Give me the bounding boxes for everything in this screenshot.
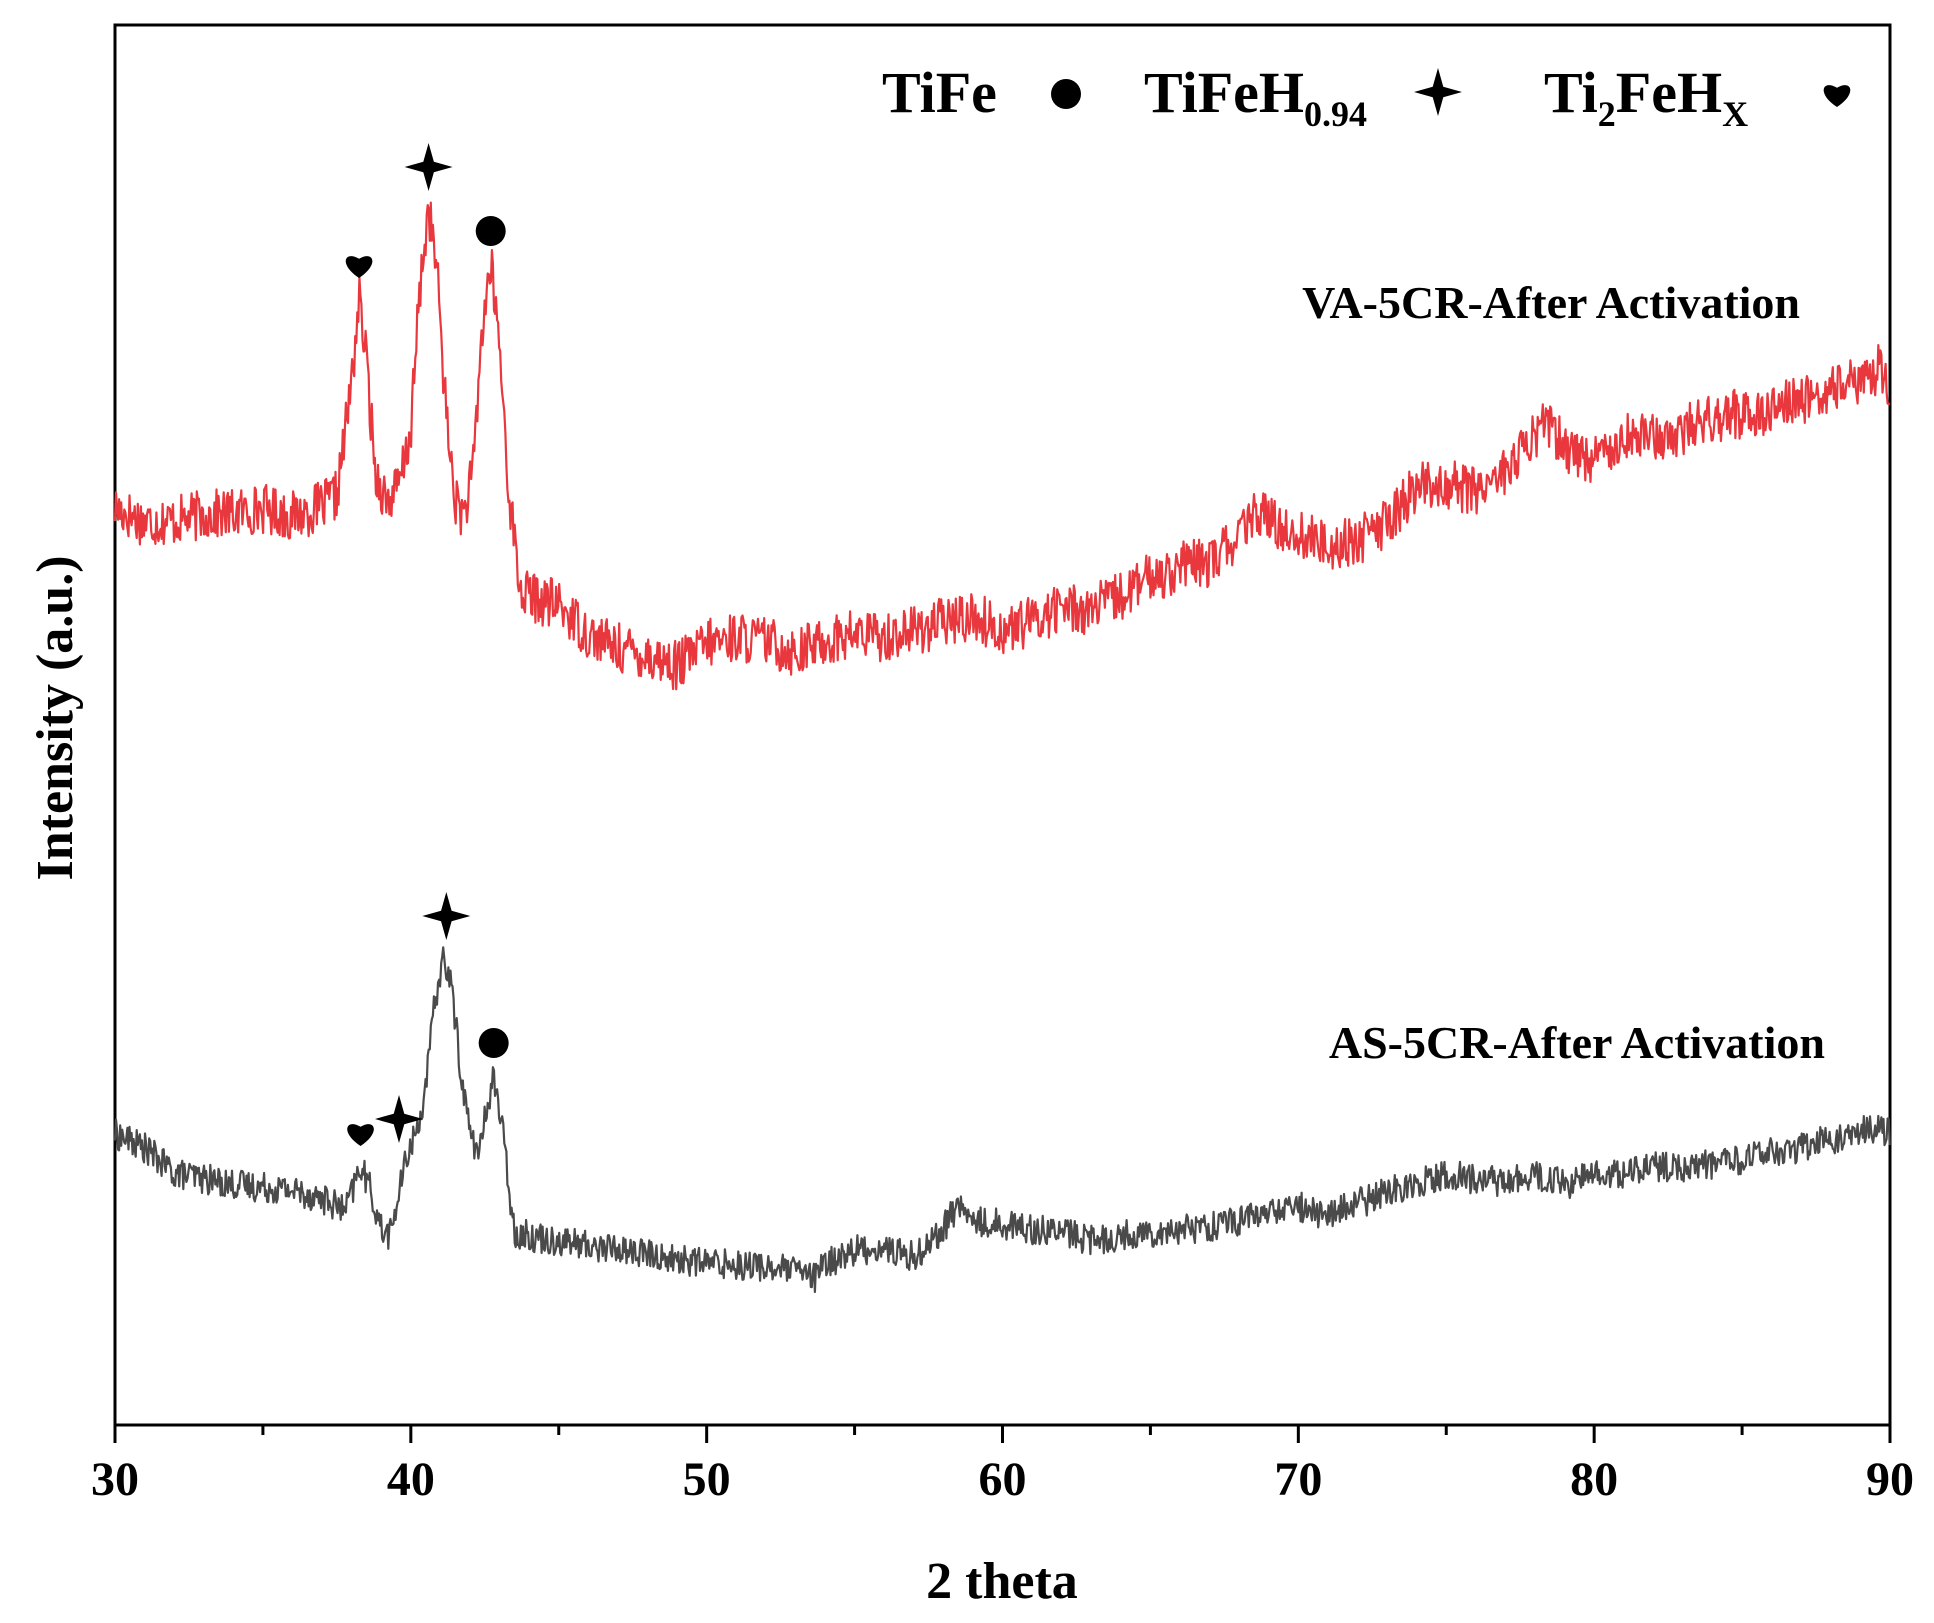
x-tick-label: 50 [683, 1453, 731, 1506]
circle-marker [1051, 79, 1081, 109]
legend: TiFe TiFeH0.94 Ti2FeHX [882, 60, 1851, 134]
star-marker [422, 892, 471, 940]
x-axis-ticks [113, 1425, 1892, 1443]
legend-circle-marker [1051, 79, 1081, 109]
circle-marker [475, 216, 506, 246]
series-label-va: VA-5CR-After Activation [1302, 277, 1800, 328]
x-tick-label: 90 [1866, 1453, 1914, 1506]
x-tick-label: 30 [91, 1453, 139, 1506]
series-layer [113, 201, 1891, 1294]
series-line-va [113, 201, 1891, 691]
heart-marker [347, 1124, 374, 1146]
x-tick-label: 60 [979, 1453, 1027, 1506]
circle-marker [478, 1028, 509, 1058]
legend-entry-tife: TiFe [882, 60, 997, 125]
legend-entry-tifeh094: TiFeH0.94 [1144, 60, 1367, 134]
heart-marker [345, 256, 373, 278]
x-tick-label: 80 [1570, 1453, 1618, 1506]
legend-entry-ti2fehx: Ti2FeHX [1544, 60, 1748, 134]
x-axis-title: 2 theta [926, 1553, 1078, 1610]
legend-star-marker [1414, 68, 1462, 116]
x-tick-label: 40 [387, 1453, 435, 1506]
legend-heart-marker [1823, 85, 1851, 107]
peak-markers-layer [345, 143, 509, 1146]
series-line-as [113, 946, 1891, 1294]
heart-marker [1823, 85, 1851, 107]
star-marker [375, 1095, 423, 1143]
x-axis-tick-labels: 30 40 50 60 70 80 90 [91, 1453, 1914, 1506]
star-marker [1414, 68, 1462, 116]
x-tick-label: 70 [1274, 1453, 1322, 1506]
star-marker [404, 143, 453, 191]
series-label-as: AS-5CR-After Activation [1329, 1017, 1825, 1068]
y-axis-title: Intensity (a.u.) [27, 555, 84, 880]
